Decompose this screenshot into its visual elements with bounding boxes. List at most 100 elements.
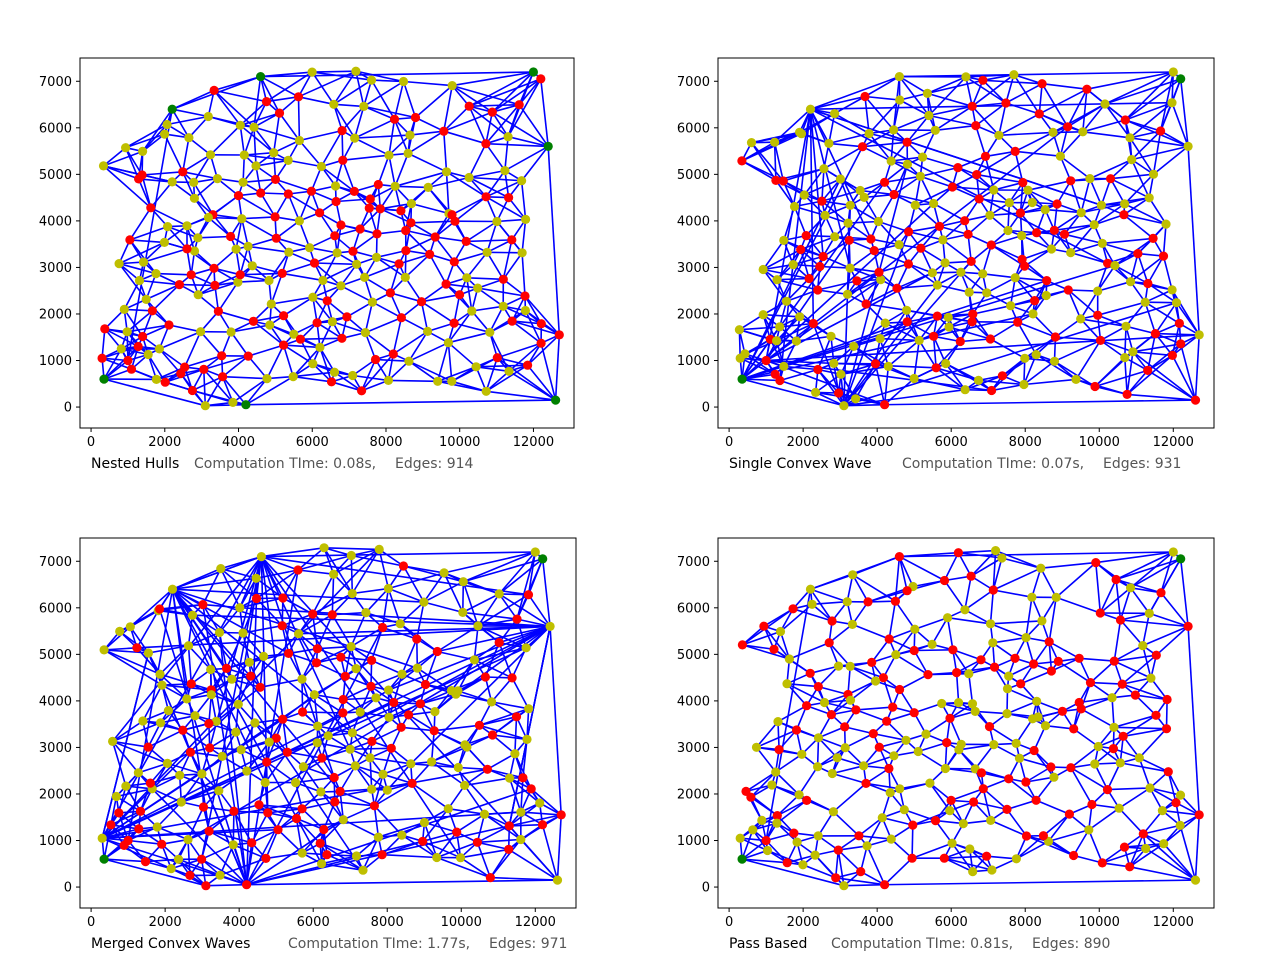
data-point: [963, 229, 973, 239]
edge-line: [776, 799, 808, 824]
edge-line: [866, 845, 886, 886]
edge-line: [394, 153, 409, 187]
data-point: [365, 753, 375, 763]
edge-line: [455, 693, 492, 703]
data-point: [880, 400, 890, 410]
data-point: [504, 366, 514, 376]
edge-line: [354, 118, 395, 139]
edge-line: [298, 139, 323, 168]
edge-line: [952, 649, 970, 675]
data-point: [336, 652, 346, 662]
data-point: [988, 638, 998, 648]
edge-line: [239, 101, 268, 126]
data-point: [762, 845, 773, 856]
data-point: [209, 85, 219, 95]
edge-line: [554, 334, 561, 401]
data-point: [458, 577, 468, 587]
edge-line: [453, 294, 461, 324]
data-point: [943, 312, 953, 322]
data-point: [185, 747, 196, 757]
data-point: [307, 67, 317, 77]
edge-line: [193, 181, 214, 216]
edge-line: [1040, 561, 1096, 569]
data-point: [370, 354, 381, 365]
edge-line: [1070, 767, 1093, 805]
data-point: [987, 385, 997, 396]
edge-line: [479, 724, 528, 741]
edge-line: [1031, 567, 1042, 598]
data-point: [246, 671, 256, 681]
data-point: [262, 757, 272, 767]
edge-line: [991, 234, 1022, 246]
data-point: [1093, 310, 1103, 320]
data-point: [203, 111, 213, 122]
edge-line: [775, 753, 803, 773]
edge-line: [849, 665, 884, 679]
edge-line: [166, 226, 188, 250]
edge-line: [344, 646, 352, 677]
data-point: [861, 778, 871, 789]
data-point: [1190, 875, 1201, 885]
edge-line: [756, 729, 797, 749]
edge-line: [487, 251, 523, 254]
edge-line: [403, 565, 464, 583]
data-point: [1011, 854, 1022, 864]
edge-line: [124, 147, 140, 180]
edge-line: [217, 281, 239, 312]
data-point: [824, 638, 834, 648]
edge-line: [868, 132, 908, 143]
edge-line: [1159, 102, 1173, 132]
edge-line: [863, 196, 880, 222]
edge-line: [1080, 178, 1091, 213]
edge-line: [378, 549, 390, 589]
data-point: [456, 853, 466, 863]
edge-line: [167, 225, 199, 239]
edge-line: [828, 623, 853, 644]
edge-line: [166, 115, 209, 126]
data-point: [939, 853, 949, 863]
edge-line: [1118, 787, 1151, 809]
data-point: [784, 654, 795, 664]
edge-line: [990, 620, 1042, 625]
edge-line: [1055, 561, 1097, 599]
edge-line: [877, 194, 895, 222]
edge-line: [762, 239, 785, 270]
edge-line: [828, 642, 851, 667]
edge-line: [187, 645, 212, 671]
data-point: [737, 854, 747, 864]
data-point: [270, 174, 281, 184]
edge-line: [1035, 799, 1070, 815]
data-point: [243, 351, 253, 361]
edge-line: [521, 219, 527, 253]
data-point: [1030, 296, 1040, 306]
edge-line: [991, 357, 1026, 392]
data-point: [349, 186, 359, 196]
data-point: [976, 655, 986, 665]
data-point: [183, 835, 193, 845]
data-point: [138, 257, 149, 267]
edge-line: [798, 766, 819, 796]
edge-line: [1086, 71, 1174, 90]
edge-line: [282, 344, 294, 377]
data-point: [329, 99, 339, 109]
edge-line: [783, 365, 818, 371]
edge-line: [410, 220, 456, 224]
data-point: [511, 712, 522, 722]
edge-line: [986, 855, 1017, 860]
edge-line: [410, 763, 459, 769]
data-point: [968, 867, 978, 877]
edge-line: [1001, 357, 1026, 377]
data-point: [1046, 666, 1056, 676]
edge-line: [401, 638, 418, 675]
edge-line: [518, 104, 549, 147]
edge-line: [201, 844, 234, 860]
edge-line: [1123, 213, 1167, 225]
data-point: [263, 808, 273, 818]
edge-line: [371, 79, 404, 83]
data-point: [772, 811, 782, 821]
edge-line: [779, 368, 819, 382]
edge-line: [738, 329, 741, 359]
data-point: [960, 216, 970, 226]
edge-line: [1079, 657, 1115, 662]
edge-line: [969, 848, 993, 871]
